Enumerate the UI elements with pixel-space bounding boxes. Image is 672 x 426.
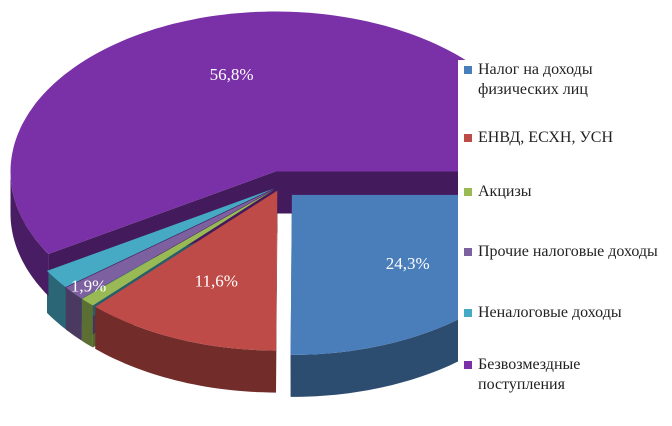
slice-wall: [95, 306, 276, 393]
slice: [10, 11, 541, 254]
legend-swatch: [464, 188, 472, 196]
data-label: 1,9%: [71, 276, 106, 295]
slice-wall: [47, 270, 66, 330]
legend-label: Неналоговые доходы: [478, 304, 622, 321]
slice-side: [276, 190, 278, 393]
legend-item: ЕНВД, ЕСХН, УСН: [464, 128, 670, 148]
legend-item: Неналоговые доходы: [464, 303, 670, 323]
legend-label: Безвозмездные поступления: [478, 356, 581, 393]
legend: Налог на доходы физических лиц ЕНВД, ЕСХН…: [458, 60, 672, 400]
slice: [82, 189, 275, 306]
legend-swatch: [464, 134, 472, 142]
data-label: 56,8%: [210, 65, 254, 84]
slice-wall: [65, 287, 82, 341]
slice: [47, 188, 275, 288]
legend-swatch: [464, 361, 472, 369]
slice: [65, 188, 275, 299]
data-label: 11,6%: [195, 272, 238, 291]
legend-item: Налог на доходы физических лиц: [464, 60, 670, 100]
legend-label: ЕНВД, ЕСХН, УСН: [478, 129, 613, 146]
legend-swatch: [464, 66, 472, 74]
slice: [95, 190, 278, 351]
legend-item: Безвозмездные поступления: [464, 355, 670, 395]
slice-wall: [10, 171, 49, 296]
legend-item: Акцизы: [464, 182, 670, 202]
legend-item: Прочие налоговые доходы: [464, 242, 670, 262]
legend-label: Налог на доходы физических лиц: [478, 61, 593, 98]
data-label: 24,3%: [386, 254, 430, 273]
legend-swatch: [464, 309, 472, 317]
legend-swatch: [464, 248, 472, 256]
slice-wall: [82, 298, 93, 348]
legend-label: Акцизы: [478, 183, 532, 200]
legend-label: Прочие налоговые доходы: [478, 243, 658, 260]
